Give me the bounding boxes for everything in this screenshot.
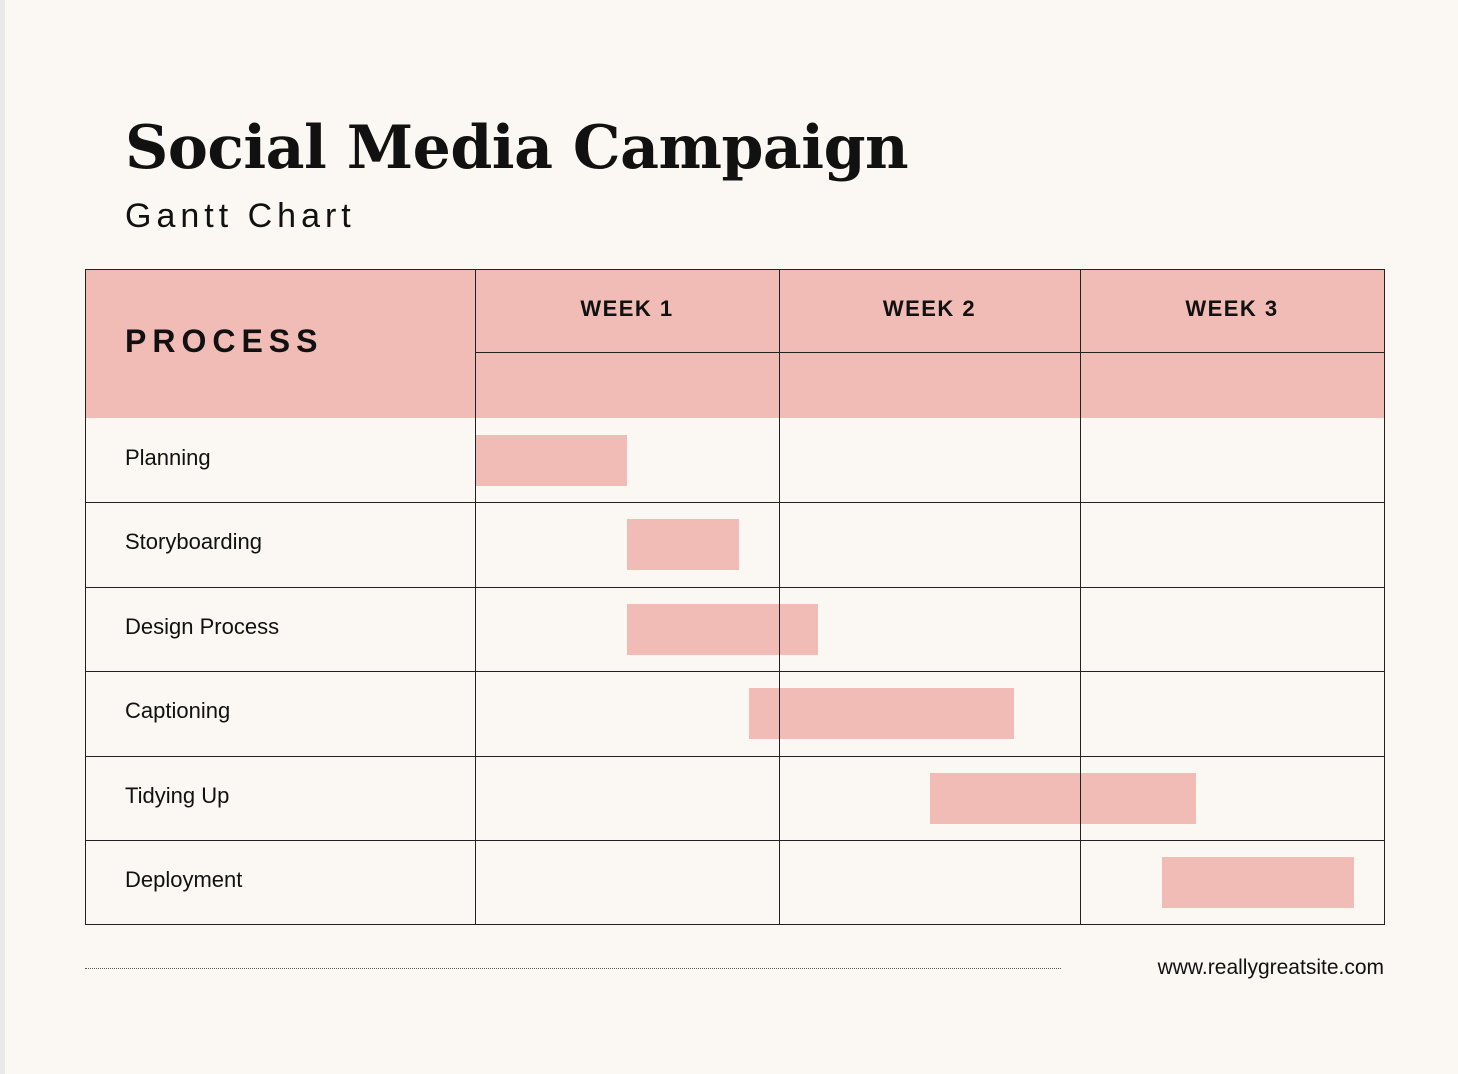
weeks-header-cell xyxy=(475,269,1384,418)
task-bar xyxy=(1162,857,1354,908)
table-right-border xyxy=(1384,269,1385,925)
row-divider xyxy=(85,587,1385,588)
process-header-cell xyxy=(85,269,475,418)
page-subtitle: Gantt Chart xyxy=(125,197,356,235)
week-divider xyxy=(475,269,476,925)
task-label: Planning xyxy=(125,445,211,470)
task-bar xyxy=(627,603,819,655)
footer-url[interactable]: www.reallygreatsite.com xyxy=(1157,956,1384,979)
task-bar xyxy=(627,519,740,571)
week-row-divider xyxy=(475,352,1385,353)
row-divider xyxy=(85,840,1385,841)
task-label: Captioning xyxy=(125,698,231,724)
week-header-3: WEEK 3 xyxy=(1185,296,1279,321)
task-bar xyxy=(929,772,1196,824)
week-header-2: WEEK 2 xyxy=(882,296,977,321)
task-label: Design Process xyxy=(125,613,280,639)
footer-divider xyxy=(85,968,1061,969)
page-left-edge xyxy=(0,0,5,1074)
task-bar xyxy=(475,435,627,486)
task-label: Tidying Up xyxy=(125,782,230,808)
row-divider xyxy=(85,671,1385,672)
week-divider xyxy=(1080,269,1081,925)
task-label: Storyboarding xyxy=(125,529,262,555)
task-bar xyxy=(748,688,1014,740)
row-divider xyxy=(85,756,1385,757)
table-top-border xyxy=(85,269,1385,270)
process-header-label: PROCESS xyxy=(125,323,324,359)
week-divider xyxy=(779,269,780,925)
week-header-1: WEEK 1 xyxy=(580,296,674,321)
table-left-border xyxy=(85,269,86,925)
page-title: Social Media Campaign xyxy=(125,113,909,183)
table-bottom-border xyxy=(85,924,1385,925)
task-label: Deployment xyxy=(125,867,243,892)
row-divider xyxy=(85,502,1385,503)
